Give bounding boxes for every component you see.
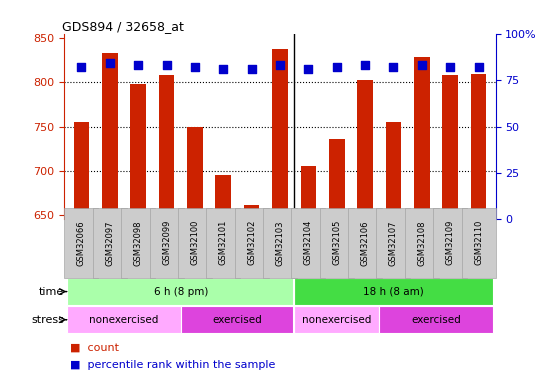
Text: GSM32104: GSM32104 — [304, 220, 313, 266]
Point — [474, 64, 483, 70]
Point — [77, 64, 86, 70]
Point — [190, 64, 199, 70]
Point — [304, 66, 313, 72]
Bar — [272, 49, 288, 219]
Text: GSM32102: GSM32102 — [247, 220, 256, 266]
Bar — [187, 127, 203, 219]
Point — [247, 66, 256, 72]
Bar — [329, 139, 344, 219]
Point — [105, 60, 114, 66]
Point — [162, 62, 171, 68]
Text: nonexercised: nonexercised — [89, 315, 158, 325]
Point — [276, 62, 284, 68]
Bar — [130, 84, 146, 219]
Text: GSM32106: GSM32106 — [361, 220, 370, 266]
Text: time: time — [39, 286, 64, 297]
Point — [332, 64, 341, 70]
Text: GSM32100: GSM32100 — [190, 220, 199, 266]
Bar — [379, 306, 493, 333]
Bar — [216, 175, 231, 219]
Text: GSM32097: GSM32097 — [105, 220, 114, 266]
Bar — [442, 75, 458, 219]
Point — [134, 62, 143, 68]
Text: ■  percentile rank within the sample: ■ percentile rank within the sample — [70, 360, 276, 369]
Text: exercised: exercised — [411, 315, 461, 325]
Bar — [73, 122, 89, 219]
Text: GSM32107: GSM32107 — [389, 220, 398, 266]
Bar — [357, 80, 373, 219]
Bar — [294, 278, 493, 305]
Text: GSM32105: GSM32105 — [332, 220, 341, 266]
Bar — [181, 306, 294, 333]
Text: exercised: exercised — [213, 315, 262, 325]
Text: GSM32110: GSM32110 — [474, 220, 483, 266]
Text: GSM32101: GSM32101 — [219, 220, 228, 266]
Text: 18 h (8 am): 18 h (8 am) — [363, 286, 424, 297]
Bar — [158, 75, 174, 219]
Text: GSM32098: GSM32098 — [134, 220, 143, 266]
Point — [219, 66, 228, 72]
Bar — [471, 74, 487, 219]
Point — [361, 62, 370, 68]
Bar — [301, 166, 316, 219]
Bar — [294, 306, 379, 333]
Point — [389, 64, 398, 70]
Point — [417, 62, 426, 68]
Text: GSM32109: GSM32109 — [446, 220, 455, 266]
Text: GSM32066: GSM32066 — [77, 220, 86, 266]
Bar — [244, 205, 259, 219]
Text: GSM32099: GSM32099 — [162, 220, 171, 266]
Text: nonexercised: nonexercised — [302, 315, 371, 325]
Bar — [414, 57, 430, 219]
Bar — [67, 278, 294, 305]
Text: ■  count: ■ count — [70, 343, 119, 352]
Text: GDS894 / 32658_at: GDS894 / 32658_at — [62, 20, 184, 33]
Bar — [386, 122, 402, 219]
Bar — [67, 306, 181, 333]
Text: stress: stress — [31, 315, 64, 325]
Text: GSM32103: GSM32103 — [276, 220, 284, 266]
Bar — [102, 53, 118, 219]
Text: 6 h (8 pm): 6 h (8 pm) — [153, 286, 208, 297]
Point — [446, 64, 455, 70]
Text: GSM32108: GSM32108 — [417, 220, 426, 266]
